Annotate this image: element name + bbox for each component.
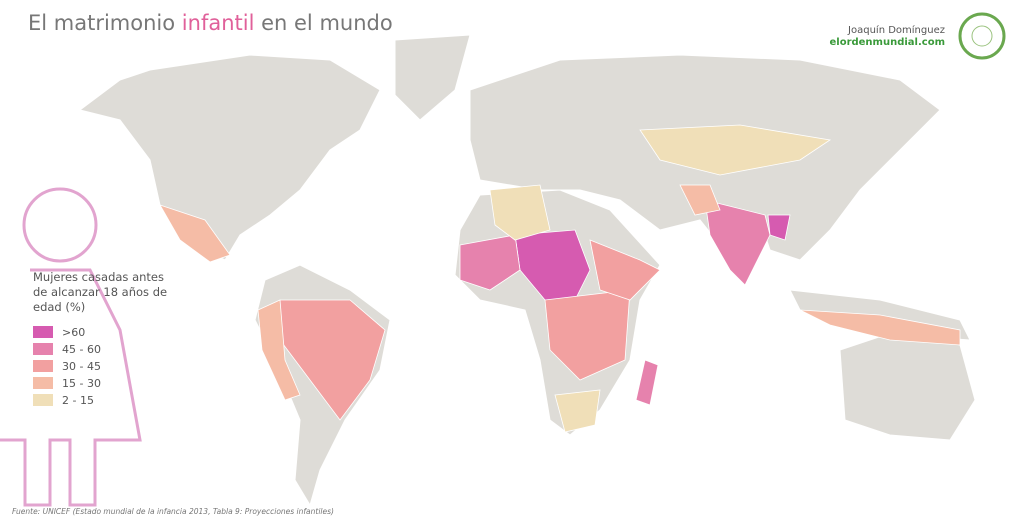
legend-title: Mujeres casadas antes bbox=[33, 270, 164, 284]
indonesia-region bbox=[799, 309, 961, 346]
figure-head bbox=[22, 187, 98, 263]
woman-figure bbox=[0, 187, 142, 507]
source: Fuente: UNICEF (Estado mundial de la inf… bbox=[12, 507, 334, 516]
horn-africa-region bbox=[589, 239, 661, 301]
title: El matrimonio infantil en el mundo bbox=[28, 11, 393, 35]
southern-africa-region bbox=[554, 389, 601, 433]
title-part: El matrimonio bbox=[28, 11, 175, 35]
title-highlight: infantil bbox=[182, 11, 255, 35]
figure-body bbox=[0, 268, 142, 507]
central-asia-region bbox=[639, 124, 832, 176]
legend-label: 30 - 45 bbox=[62, 360, 101, 373]
site: elordenmundial.com bbox=[829, 37, 945, 48]
madagascar bbox=[635, 359, 659, 406]
legend-label: 15 - 30 bbox=[62, 377, 101, 390]
legend-swatch bbox=[33, 343, 53, 355]
legend-label: 2 - 15 bbox=[62, 394, 94, 407]
middle-east-region bbox=[679, 184, 721, 216]
india-region bbox=[704, 199, 771, 286]
logo-ring bbox=[958, 12, 1006, 60]
legend-swatch bbox=[33, 377, 53, 389]
north-america bbox=[78, 54, 381, 261]
andes-region bbox=[257, 299, 301, 401]
title-part: en el mundo bbox=[261, 11, 393, 35]
legend-swatch bbox=[33, 326, 53, 338]
legend-title: edad (%) bbox=[33, 300, 85, 314]
author: Joaquín Domínguez bbox=[847, 24, 945, 36]
logo bbox=[958, 12, 1006, 60]
legend-swatch bbox=[33, 394, 53, 406]
world-map bbox=[78, 34, 976, 507]
bangladesh-region bbox=[767, 214, 791, 241]
greenland bbox=[394, 34, 471, 121]
mexico-region bbox=[159, 204, 231, 263]
legend-label: 45 - 60 bbox=[62, 343, 101, 356]
australia bbox=[839, 329, 976, 441]
west-africa-region bbox=[459, 234, 521, 291]
north-africa-region bbox=[489, 184, 551, 241]
legend-swatch bbox=[33, 360, 53, 372]
logo-core bbox=[971, 25, 993, 47]
brazil-region bbox=[279, 299, 386, 421]
legend-label: >60 bbox=[62, 326, 85, 339]
legend-title: de alcanzar 18 años de bbox=[33, 285, 167, 299]
